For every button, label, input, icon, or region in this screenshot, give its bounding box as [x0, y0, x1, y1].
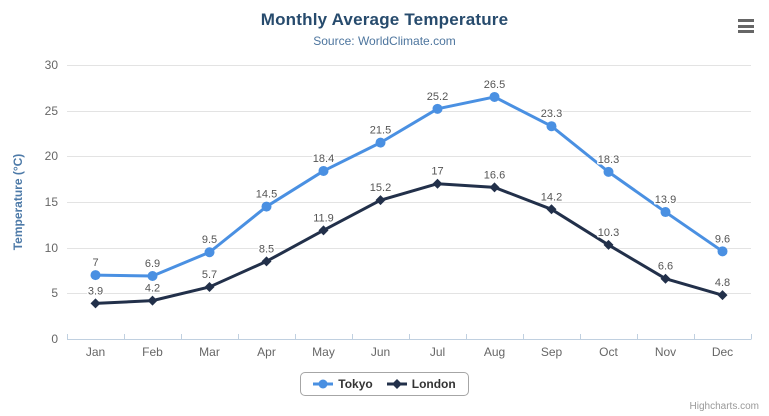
legend: Tokyo London	[0, 372, 769, 396]
x-axis-label: Dec	[712, 345, 733, 359]
data-label-tokyo: 25.2	[427, 91, 448, 103]
data-label-tokyo: 14.5	[256, 189, 277, 201]
data-point-tokyo[interactable]	[318, 165, 329, 176]
y-axis-label: 30	[45, 58, 59, 72]
data-point-tokyo[interactable]	[147, 270, 158, 281]
data-point-tokyo[interactable]	[546, 121, 557, 132]
data-point-london[interactable]	[660, 273, 671, 284]
legend-item-tokyo[interactable]: Tokyo	[313, 377, 373, 391]
data-label-tokyo: 9.6	[715, 233, 730, 245]
x-axis-label: Nov	[655, 345, 676, 359]
data-label-london: 15.2	[370, 182, 391, 194]
data-point-london[interactable]	[717, 290, 728, 301]
data-point-tokyo[interactable]	[603, 166, 614, 177]
x-axis-label: Aug	[484, 345, 505, 359]
x-axis-label: Oct	[599, 345, 618, 359]
x-axis-label: Apr	[257, 345, 276, 359]
data-label-tokyo: 23.3	[541, 108, 562, 120]
data-label-tokyo: 18.3	[598, 154, 619, 166]
data-point-london[interactable]	[432, 178, 443, 189]
data-point-london[interactable]	[147, 295, 158, 306]
data-point-london[interactable]	[90, 298, 101, 309]
data-label-london: 10.3	[598, 227, 619, 239]
data-label-london: 8.5	[259, 243, 274, 255]
data-label-tokyo: 21.5	[370, 125, 391, 137]
data-point-london[interactable]	[261, 256, 272, 267]
data-point-tokyo[interactable]	[90, 270, 101, 281]
series-line-london	[94, 182, 724, 305]
x-axis-label: Jun	[371, 345, 390, 359]
hamburger-bar	[738, 24, 754, 28]
data-label-tokyo: 18.4	[313, 153, 334, 165]
hamburger-bar	[738, 30, 754, 33]
hamburger-menu-icon[interactable]	[738, 19, 756, 33]
y-axis-label: 25	[45, 104, 59, 118]
data-point-tokyo[interactable]	[375, 137, 386, 148]
legend-label-tokyo: Tokyo	[338, 377, 373, 391]
data-point-london[interactable]	[375, 195, 386, 206]
legend-item-london[interactable]: London	[386, 377, 456, 391]
data-label-london: 4.8	[715, 277, 730, 289]
data-label-london: 16.6	[484, 169, 505, 181]
series-line-tokyo	[94, 95, 724, 278]
chart-subtitle: Source: WorldClimate.com	[313, 34, 456, 48]
london-series-marker-icon	[386, 379, 407, 389]
highcharts-credits-link[interactable]: Highcharts.com	[689, 401, 759, 412]
hamburger-bar	[738, 19, 754, 22]
y-axis-label: 10	[45, 241, 59, 255]
data-label-london: 5.7	[202, 269, 217, 281]
x-axis-label: Jul	[430, 345, 445, 359]
y-axis-label: 20	[45, 149, 59, 163]
data-point-london[interactable]	[489, 182, 500, 193]
x-axis-label: Mar	[199, 345, 220, 359]
data-point-tokyo[interactable]	[204, 247, 215, 258]
x-axis-label: Sep	[541, 345, 563, 359]
x-axis-label: May	[312, 345, 335, 359]
legend-label-london: London	[411, 377, 456, 391]
data-label-tokyo: 9.5	[202, 234, 217, 246]
data-point-london[interactable]	[318, 225, 329, 236]
data-label-london: 6.6	[658, 261, 673, 273]
y-axis-label: 5	[51, 286, 58, 300]
data-label-tokyo: 6.9	[145, 258, 160, 270]
legend-box: Tokyo London	[300, 372, 469, 396]
data-label-london: 14.2	[541, 191, 562, 203]
chart-title: Monthly Average Temperature	[260, 10, 509, 29]
data-point-london[interactable]	[204, 281, 215, 292]
data-point-london[interactable]	[546, 204, 557, 215]
data-point-tokyo[interactable]	[717, 246, 728, 257]
data-point-tokyo[interactable]	[432, 103, 443, 114]
y-axis-label: 15	[45, 195, 59, 209]
data-label-tokyo: 26.5	[484, 79, 505, 91]
x-axis-label: Feb	[142, 345, 163, 359]
data-label-tokyo: 13.9	[655, 194, 676, 206]
data-label-london: 17	[431, 166, 443, 178]
data-label-london: 4.2	[145, 283, 160, 295]
y-axis-label: 0	[51, 332, 58, 346]
data-label-london: 3.9	[88, 285, 103, 297]
y-axis-title: Temperature (°C)	[11, 154, 25, 251]
data-point-tokyo[interactable]	[489, 91, 500, 102]
data-point-london[interactable]	[603, 239, 614, 250]
data-point-tokyo[interactable]	[660, 207, 671, 218]
x-axis-label: Jan	[86, 345, 105, 359]
data-label-tokyo: 7	[92, 257, 98, 269]
tokyo-series-marker-icon	[313, 379, 334, 389]
data-label-london: 11.9	[313, 212, 334, 224]
data-point-tokyo[interactable]	[261, 201, 272, 212]
